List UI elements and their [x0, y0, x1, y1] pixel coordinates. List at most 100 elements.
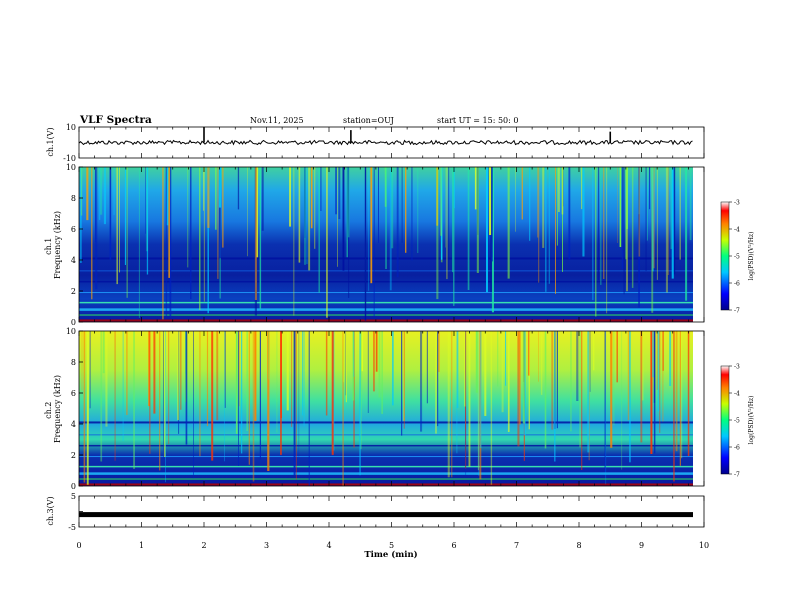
ch1-streak-12	[545, 167, 547, 292]
ch1-streak-53	[304, 167, 306, 238]
ch3-ytick-bottom: -5	[68, 523, 76, 532]
ch1-streak-110	[116, 167, 118, 285]
ch1-streak-144	[138, 167, 140, 318]
ch1-streak-125	[603, 167, 605, 279]
ch1-streak-95	[124, 167, 126, 265]
ch1-streak-41	[626, 167, 628, 292]
ch1-streak-92	[453, 167, 455, 209]
ch3-waveform-frame	[78, 495, 705, 528]
ch2-band-2	[79, 472, 693, 475]
ch1-streak-10	[215, 167, 217, 230]
ch1-streak-45	[337, 167, 338, 267]
ch2-streak-29	[308, 331, 310, 486]
ch2-streak-38	[331, 331, 334, 455]
start-ut-label: start UT = 15: 50: 0	[437, 116, 518, 125]
spec2-ytick-label-3: 6	[71, 389, 76, 398]
ch1-streak-35	[685, 167, 688, 301]
ch1-colorbar-label: log(PSD)(V²/Hz)	[748, 232, 755, 281]
ch1-band-7	[79, 257, 693, 260]
ch2-streak-44	[587, 331, 590, 453]
ch1-streak-141	[346, 167, 348, 258]
ch2-streak-56	[360, 331, 362, 450]
ch1-streak-122	[649, 167, 651, 210]
ch1-streak-115	[405, 167, 407, 253]
ch1-band-3	[79, 301, 693, 304]
ch2-streak-25	[679, 331, 681, 466]
ch1-streak-142	[645, 167, 647, 272]
ch1-streak-102	[625, 167, 627, 260]
ch1-streak-137	[109, 167, 112, 260]
x-axis-ticks	[78, 127, 705, 527]
ch1-streak-134	[256, 167, 259, 258]
ch2-streak-124	[438, 331, 440, 372]
ch1-streak-40	[507, 167, 510, 279]
ch2-streak-140	[89, 331, 91, 409]
ch2-streak-28	[650, 331, 653, 454]
ch1-streak-33	[521, 167, 523, 220]
ch2-colorbar-ticks: -3 -4 -5 -6 -7	[729, 364, 740, 479]
ch1-streak-136	[346, 167, 349, 240]
ch2-streak-98	[373, 331, 375, 392]
ch1-streak-57	[623, 167, 625, 295]
date-label: Nov.11, 2025	[250, 116, 304, 125]
ch1-streak-94	[538, 167, 540, 283]
ch2-spectrogram-bands	[79, 421, 693, 486]
ch1-streak-27	[453, 167, 455, 306]
ch2-streak-84	[185, 331, 188, 445]
ch2-streak-63	[505, 331, 507, 386]
ch2-streak-36	[490, 331, 493, 485]
ch2-streak-57	[293, 331, 296, 476]
ch1-ylabel-channel: ch.1 Frequency (kHz)	[44, 211, 62, 279]
ch1-streak-124	[631, 167, 634, 288]
ch1-streak-109	[491, 167, 493, 262]
ch1-streak-44	[537, 167, 539, 238]
xtick-label-2: 2	[201, 541, 206, 550]
spec1-ytick-label-1: 2	[71, 287, 76, 296]
ch2-streak-67	[126, 331, 128, 415]
ch2-streak-144	[519, 331, 521, 425]
ch1-streak-83	[318, 167, 320, 293]
spec2-ytick-label-0: 0	[71, 482, 76, 491]
spec2-ytick-label-2: 4	[71, 420, 76, 429]
ch2-streak-135	[224, 331, 226, 408]
ch2-streak-123	[291, 331, 293, 427]
ch2-streak-86	[517, 331, 520, 447]
ch1-streak-2	[542, 167, 545, 248]
spec1-ytick-label-2: 4	[71, 256, 76, 265]
ch1-streak-42	[679, 167, 681, 260]
ch2-streak-139	[604, 331, 606, 472]
ch1-band-1	[79, 314, 693, 316]
ch2-streak-141	[556, 331, 558, 429]
ch2-streak-9	[479, 331, 482, 480]
ch1-streak-66	[100, 167, 103, 215]
cb1-label-4: -7	[734, 308, 740, 315]
ch1-streak-128	[80, 167, 83, 216]
ch1-band-0	[79, 319, 693, 322]
ch2-streak-51	[581, 331, 583, 470]
xtick-label-5: 5	[389, 541, 394, 550]
ch1-streak-113	[448, 167, 450, 271]
ch2-streak-34	[325, 331, 328, 416]
ch1-streak-71	[289, 167, 291, 227]
ch1-streak-8	[166, 167, 169, 226]
spec2-ytick-label-5: 10	[66, 327, 76, 336]
ch2-band-7	[79, 421, 693, 424]
cb2-label-4: -7	[734, 472, 740, 479]
ch2-streak-50	[687, 331, 690, 457]
ch2-streak-20	[193, 331, 194, 479]
ch2-streak-59	[352, 331, 355, 401]
ch1-streak-126	[145, 167, 146, 234]
ch2-streak-82	[656, 331, 658, 390]
xtick-label-1: 1	[139, 541, 144, 550]
ch1-streak-114	[378, 167, 379, 243]
spec1-ytick-label-0: 0	[71, 318, 76, 327]
ch1-streak-119	[396, 167, 399, 278]
ch2-streak-122	[268, 331, 269, 380]
ch2-streak-104	[475, 331, 478, 393]
ch1-streak-68	[436, 167, 439, 226]
ch1-ytick-bottom: -10	[63, 154, 76, 163]
ch2-streak-80	[435, 331, 437, 434]
ch3-ylabel: ch.3(V)	[46, 496, 55, 525]
ch2-streak-112	[149, 331, 151, 454]
ch2-streak-109	[456, 331, 458, 454]
